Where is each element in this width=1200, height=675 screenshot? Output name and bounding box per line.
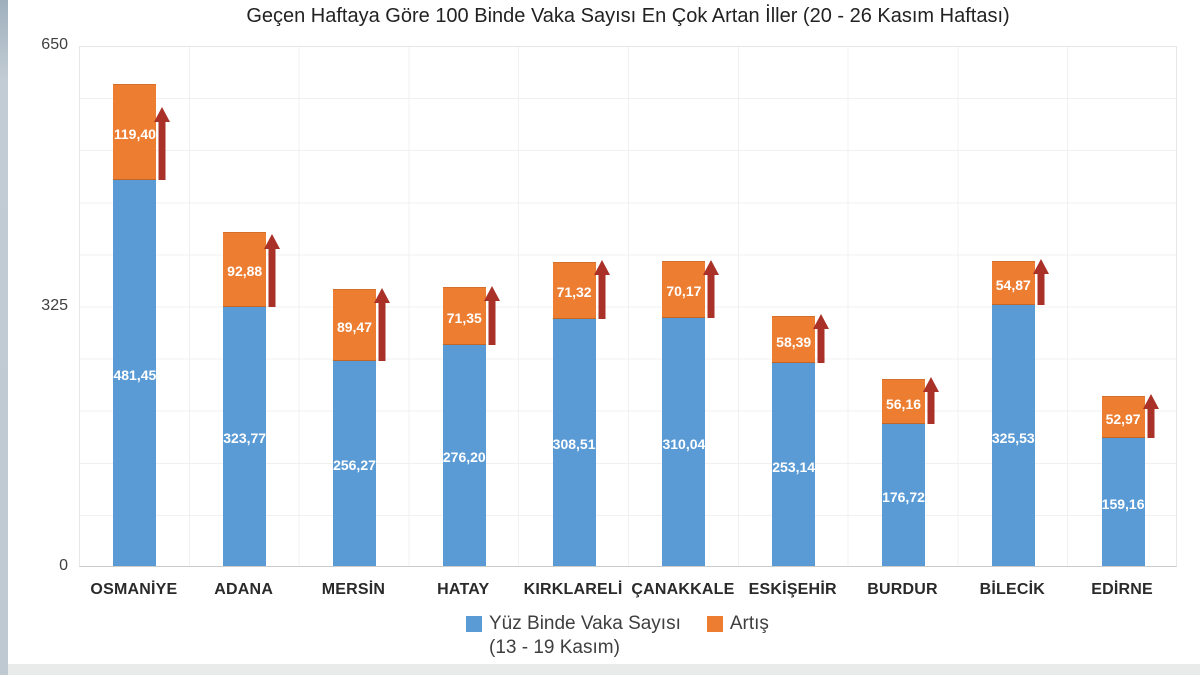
- y-axis-tick: 650: [41, 36, 68, 53]
- bar-label-increase: 70,17: [666, 283, 702, 300]
- x-axis-label: ESKİŞEHİR: [748, 581, 837, 598]
- y-axis-tick: 325: [41, 296, 68, 314]
- x-axis-label: HATAY: [437, 581, 490, 598]
- bar-segment-cases: [552, 318, 596, 566]
- bar-segment-cases: [882, 424, 925, 566]
- bar-segment-increase: [442, 287, 486, 345]
- bar-segment-cases: [1101, 438, 1145, 566]
- bar-segment-increase: [1101, 395, 1145, 439]
- increase-arrow-icon: [703, 259, 720, 318]
- legend-cases-sublabel: (13 - 19 Kasım): [489, 637, 620, 658]
- bar-label-increase: 71,35: [446, 310, 482, 327]
- bar-label-cases: 256,27: [333, 457, 376, 474]
- increase-arrow-icon: [813, 314, 830, 364]
- bar-label-increase: 56,16: [885, 395, 922, 412]
- x-axis-label: ÇANAKKALE: [631, 581, 735, 598]
- x-axis-label: BURDUR: [867, 581, 938, 598]
- bar-label-increase: 92,88: [227, 263, 263, 280]
- increase-arrow-icon: [593, 259, 610, 319]
- legend-swatch-increase-icon: [706, 616, 723, 632]
- x-axis-label: ADANA: [214, 581, 274, 598]
- bar-segment-increase: [223, 232, 267, 307]
- left-edge-strip: [0, 0, 8, 675]
- bar-segment-increase: [882, 379, 925, 425]
- bottom-edge-strip: [8, 664, 1200, 675]
- legend-item-cases: Yüz Binde Vaka Sayısı (13 - 19 Kasım): [466, 612, 681, 660]
- legend-increase-label: Artış: [729, 613, 769, 634]
- plot-area: 481,45 119,40 323,77 92,88 256,27 89,47 276,20…: [79, 46, 1177, 567]
- increase-arrow-icon: [154, 107, 171, 181]
- bar-label-increase: 71,32: [556, 284, 592, 301]
- legend: Yüz Binde Vaka Sayısı (13 - 19 Kasım) Ar…: [466, 612, 769, 660]
- bar-segment-increase: [552, 261, 596, 319]
- bar-label-increase: 89,47: [336, 318, 373, 335]
- bar-segment-increase: [113, 84, 157, 181]
- bar-label-increase: 52,97: [1105, 411, 1141, 428]
- x-axis-label: OSMANİYE: [90, 581, 178, 598]
- bar-segment-cases: [333, 360, 376, 566]
- increase-arrow-icon: [483, 285, 500, 345]
- bar-segment-cases: [223, 306, 267, 566]
- bar-segment-cases: [772, 363, 816, 566]
- increase-arrow-icon: [374, 287, 390, 361]
- bar-label-cases: 159,16: [1101, 496, 1145, 513]
- x-axis-label: EDİRNE: [1091, 581, 1153, 598]
- increase-arrow-icon: [264, 233, 281, 307]
- bar-label-increase: 58,39: [776, 333, 812, 350]
- bar-segment-increase: [662, 261, 706, 318]
- bar-label-cases: 325,53: [991, 429, 1035, 446]
- chart-title: Geçen Haftaya Göre 100 Binde Vaka Sayısı…: [246, 5, 1010, 27]
- legend-item-increase: Artış: [706, 612, 769, 636]
- bar-label-cases: 253,14: [772, 458, 816, 475]
- bar-segment-increase: [772, 316, 816, 364]
- bar-label-cases: 310,04: [662, 435, 706, 452]
- bar-segment-cases: [442, 344, 486, 566]
- bar-segment-cases: [991, 305, 1035, 566]
- increase-arrow-icon: [1032, 259, 1049, 306]
- x-axis-label: MERSİN: [321, 581, 386, 598]
- bar-label-increase: 54,87: [995, 277, 1031, 294]
- increase-arrow-icon: [1142, 394, 1159, 439]
- bar-label-increase: 119,40: [113, 126, 156, 143]
- bar-label-cases: 481,45: [113, 367, 157, 384]
- bar-label-cases: 276,20: [442, 449, 486, 466]
- bar-label-cases: 323,77: [223, 430, 267, 447]
- legend-swatch-cases-icon: [466, 616, 482, 632]
- bar-segment-increase: [333, 288, 376, 361]
- bar-label-cases: 176,72: [882, 489, 925, 506]
- bar-segment-cases: [662, 317, 706, 566]
- x-axis-label: KIRKLARELİ: [523, 581, 623, 598]
- x-axis-label: BİLECİK: [979, 581, 1045, 598]
- legend-cases-label: Yüz Binde Vaka Sayısı: [489, 613, 681, 634]
- y-axis-tick: 0: [59, 557, 68, 574]
- bar-label-cases: 308,51: [552, 436, 596, 453]
- bar-segment-increase: [991, 261, 1035, 306]
- increase-arrow-icon: [923, 377, 939, 425]
- bar-segment-cases: [113, 180, 157, 566]
